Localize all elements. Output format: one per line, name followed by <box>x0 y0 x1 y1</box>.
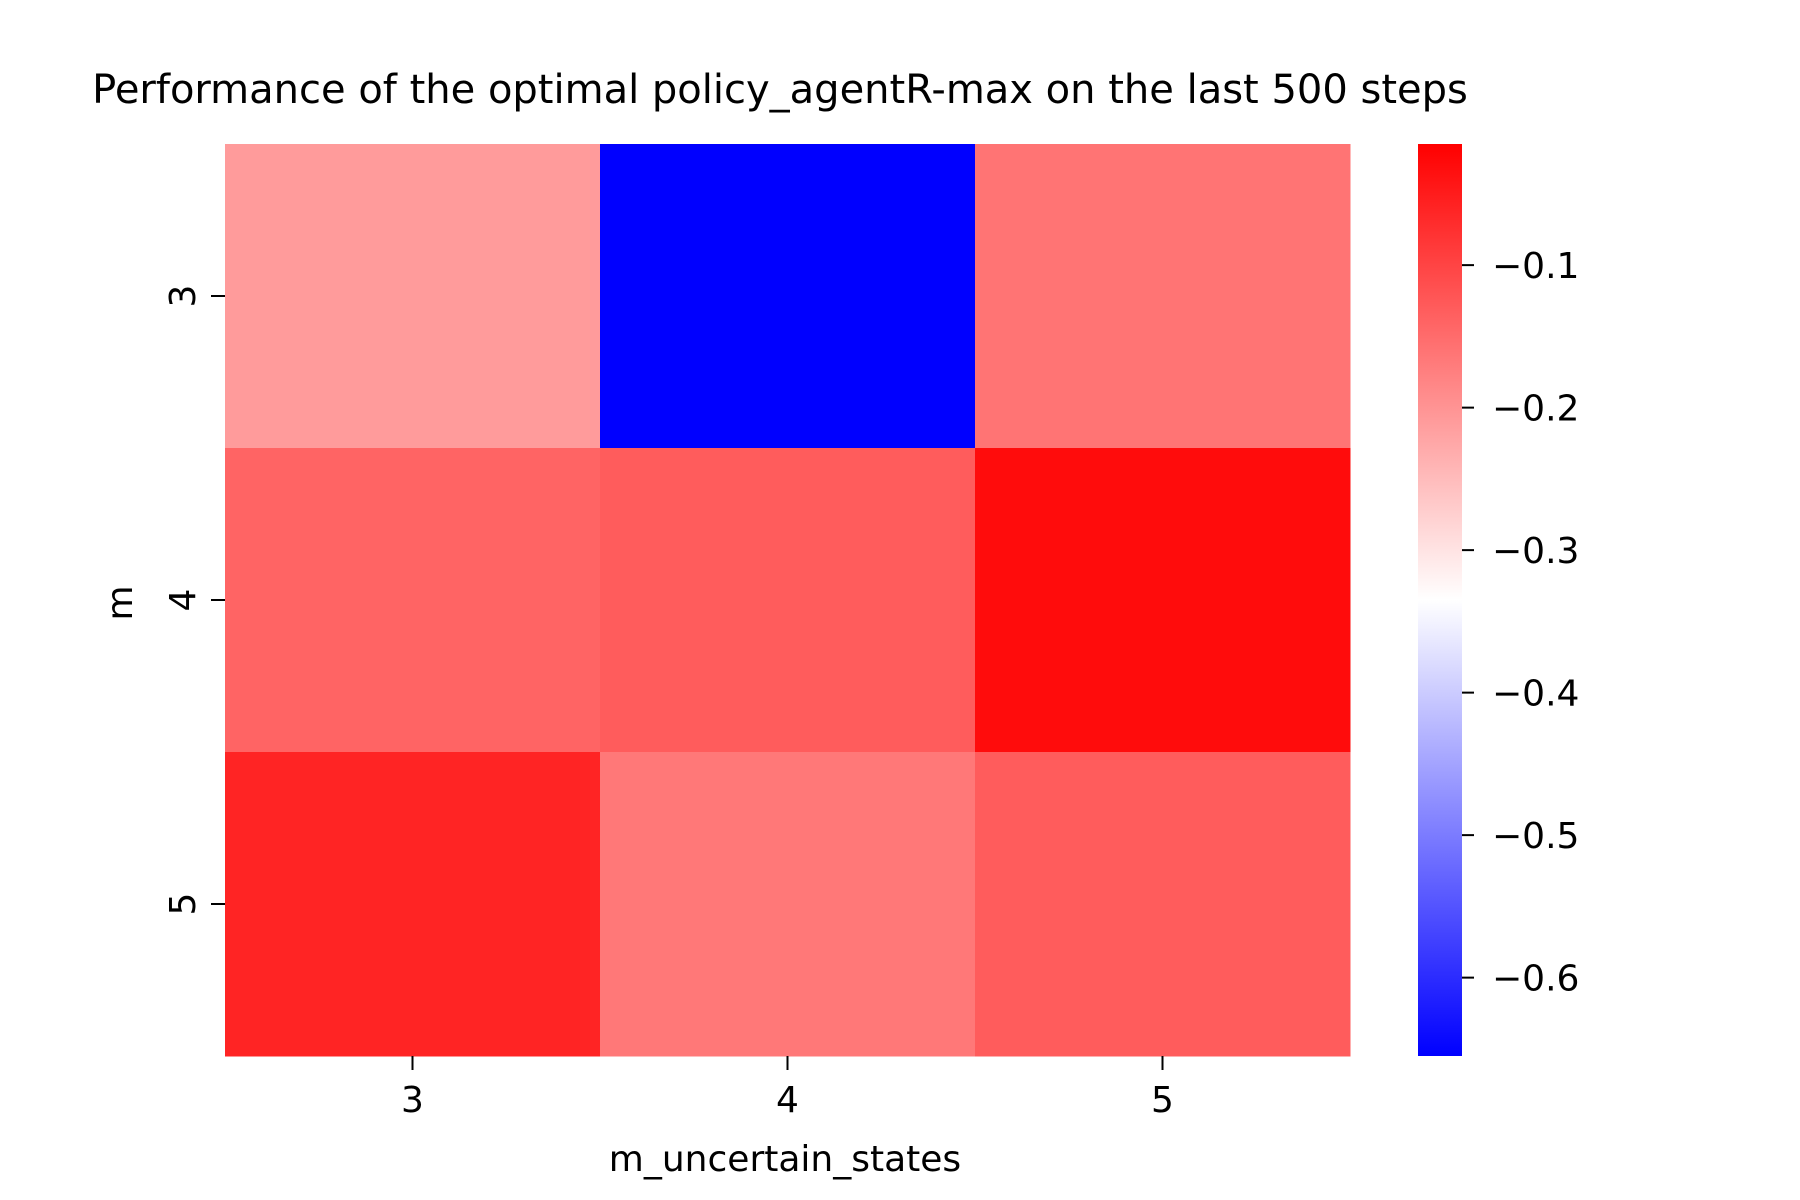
y-tick-label: 4 <box>163 589 204 612</box>
y-axis-label: m <box>100 585 141 620</box>
heatmap-cell <box>975 144 1351 449</box>
x-tick-label: 3 <box>401 1080 424 1121</box>
colorbar-ticks: −0.1 −0.2 −0.3 −0.4 −0.5 −0.6 <box>1462 246 1579 1000</box>
colorbar-tick-label: −0.5 <box>1492 816 1579 857</box>
heatmap-cell <box>975 448 1351 753</box>
x-axis-label: m_uncertain_states <box>609 1139 961 1180</box>
chart-title: Performance of the optimal policy_agentR… <box>92 67 1468 113</box>
heatmap-cells <box>225 144 1351 1057</box>
y-tick-label: 3 <box>163 285 204 308</box>
x-tick-label: 5 <box>1151 1080 1174 1121</box>
heatmap-cell <box>600 448 976 753</box>
colorbar-tick-label: −0.2 <box>1492 389 1579 430</box>
colorbar-tick-label: −0.1 <box>1492 246 1579 287</box>
heatmap-cell <box>225 752 601 1057</box>
heatmap-cell <box>600 144 976 449</box>
heatmap-cell <box>975 752 1351 1057</box>
colorbar <box>1418 144 1462 1056</box>
heatmap-cell <box>225 144 601 449</box>
colorbar-tick-label: −0.4 <box>1492 674 1579 715</box>
x-tick-label: 4 <box>776 1080 799 1121</box>
colorbar-tick-label: −0.6 <box>1492 959 1579 1000</box>
x-axis: 3 4 5 <box>401 1056 1174 1121</box>
heatmap-cell <box>225 448 601 753</box>
heatmap-cell <box>600 752 976 1057</box>
y-tick-label: 5 <box>163 893 204 916</box>
y-axis: 3 4 5 <box>163 285 225 916</box>
colorbar-tick-label: −0.3 <box>1492 531 1579 572</box>
